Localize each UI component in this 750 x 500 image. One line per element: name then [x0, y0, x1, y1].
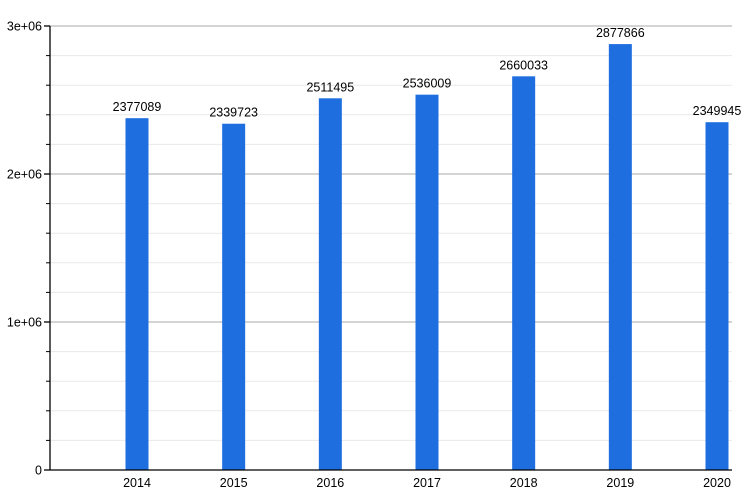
x-axis-tick-label: 2016 [316, 476, 344, 490]
bar [222, 123, 246, 470]
bar [318, 98, 342, 470]
y-axis-tick-label: 1e+06 [7, 316, 42, 330]
bar-value-label: 2349945 [693, 104, 742, 118]
bar [608, 44, 632, 470]
x-axis-tick-label: 2018 [510, 476, 538, 490]
bar-value-label: 2536009 [403, 77, 452, 91]
x-axis-tick-label: 2014 [123, 476, 151, 490]
bar-value-label: 2660033 [499, 58, 548, 72]
bar-value-label: 2339723 [209, 106, 258, 120]
y-axis-tick-label: 2e+06 [7, 168, 42, 182]
bar-value-label: 2377089 [113, 100, 162, 114]
x-axis-tick-label: 2019 [606, 476, 634, 490]
x-axis-tick-label: 2020 [703, 476, 731, 490]
bar-value-label: 2511495 [306, 80, 354, 94]
bar-value-label: 2877866 [596, 26, 645, 40]
bar [125, 118, 149, 470]
y-axis-tick-label: 0 [35, 464, 42, 478]
bar [415, 94, 439, 471]
x-axis-tick-label: 2017 [413, 476, 441, 490]
bar [705, 122, 729, 471]
bar [512, 76, 536, 470]
x-axis-tick-label: 2015 [220, 476, 248, 490]
y-axis-tick-label: 3e+06 [7, 20, 42, 34]
